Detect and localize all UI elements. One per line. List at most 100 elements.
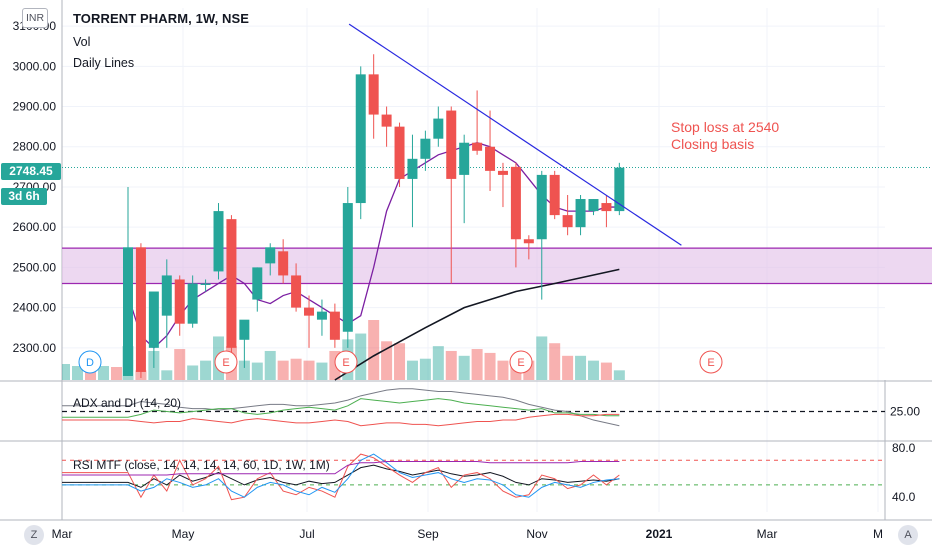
candle-body [420,138,431,159]
annotation-closing-basis[interactable]: Closing basis [671,136,755,152]
volume-bar [98,366,109,380]
volume-bar [419,358,431,380]
marker-letter: E [222,357,229,369]
y-tick-label: 2900.00 [13,100,57,114]
volume-bar [72,366,83,380]
candle-body [407,158,418,179]
candle-body [148,291,159,348]
sma-line [127,142,620,349]
volume-bar [187,365,199,380]
candle-body [497,170,508,175]
earnings-marker [509,350,533,374]
volume-bar [381,341,393,380]
candle-body [226,219,237,348]
volume-bar [394,343,406,380]
annotation-stop-loss[interactable]: Stop loss at 2540 [671,119,780,135]
volume-bar [484,352,496,380]
candle-body [394,126,405,179]
x-tick-label: Mar [757,527,778,541]
candle-body [510,166,521,240]
candle-body [588,199,599,212]
legend-daily-lines[interactable]: Daily Lines [73,56,135,70]
volume-bar [174,349,186,380]
candle-body [161,275,172,316]
volume-bar [251,362,263,380]
x-tick-label: 2021 [646,527,673,541]
candle-body [135,247,146,372]
volume-bar [562,355,574,380]
earnings-marker [334,350,358,374]
volume-bar [85,368,96,380]
bar-countdown-tag: 3d 6h [1,188,47,205]
candle-body [368,74,379,115]
dividend-marker [78,350,102,374]
candle-body [213,211,224,272]
legend-volume[interactable]: Vol [73,35,91,49]
rsi-line [62,460,620,476]
trendline [348,23,682,246]
candle-body [329,311,340,340]
marker-letter: E [707,357,714,369]
volume-bar [264,350,276,380]
volume-bar [432,346,444,380]
x-tick-label: Jul [299,527,314,541]
candle-body [536,174,547,240]
candle-body [355,74,366,204]
volume-bar [277,360,289,380]
y-tick-label: 2300.00 [13,341,57,355]
volume-bar [62,364,70,380]
candle-body [433,118,444,139]
auto-scale-button[interactable]: A [898,525,918,545]
volume-bar [200,360,212,380]
candle-body [265,247,276,264]
candle-body [316,311,327,320]
rsi-line [62,453,620,501]
volume-bar [600,362,612,380]
volume-bar [587,360,599,380]
rsi-indicator-label[interactable]: RSI MTF (close, 14, 14, 14, 14, 60, 1D, … [73,458,330,472]
volume-bar [406,360,418,380]
volume-bar [238,360,250,380]
support-zone [62,248,932,284]
candle-body [174,279,185,324]
volume-bar [355,333,367,380]
volume-bar [549,343,561,380]
currency-badge[interactable]: INR [22,8,48,28]
candle-body [200,283,211,285]
candle-body [523,239,534,244]
volume-bar [458,355,470,380]
volume-bar [290,358,302,380]
candle-body [304,307,315,316]
rsi-tick-label: 80.0 [892,441,916,455]
candle-body [459,142,470,175]
candle-body [601,203,612,212]
volume-bar [161,370,173,380]
candle-body [252,267,263,300]
adx-indicator-label[interactable]: ADX and DI (14, 20) [73,396,182,410]
volume-bar [111,367,122,380]
volume-bar [329,350,341,380]
x-tick-label: Sep [417,527,439,541]
marker-letter: E [342,357,349,369]
x-tick-label: Nov [526,527,547,541]
volume-bar [471,349,483,380]
y-tick-label: 2600.00 [13,220,57,234]
x-tick-label: M [873,527,883,541]
candle-body [549,174,560,216]
y-tick-label: 3000.00 [13,59,57,73]
candle-body [278,251,289,276]
x-tick-label: Mar [52,527,73,541]
candle-body [381,114,392,127]
candle-body [614,167,625,212]
candle-body [342,203,353,332]
volume-bar [536,336,548,380]
volume-bar [575,355,587,380]
zoom-button[interactable]: Z [24,525,44,545]
rsi-line [62,464,620,488]
candle-body [187,283,198,324]
volume-bar [303,360,315,380]
last-price-tag: 2748.45 [1,163,61,180]
candle-body [562,215,573,228]
candle-body [239,319,250,340]
